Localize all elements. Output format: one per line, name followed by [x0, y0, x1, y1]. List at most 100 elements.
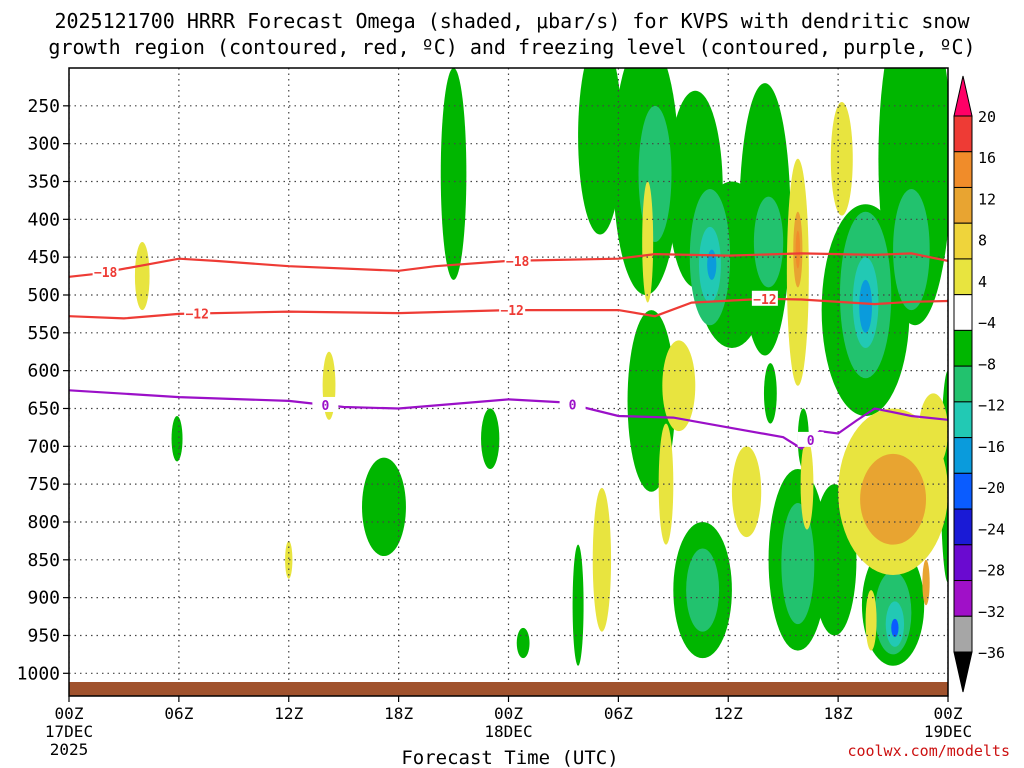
omega-area-18 — [572, 544, 584, 666]
y-tick-label-650: 650 — [27, 398, 60, 419]
y-tick-label-500: 500 — [27, 285, 60, 306]
omega-area-47 — [865, 590, 877, 651]
contour-label-0-0: −18 — [94, 266, 118, 281]
colorbar-label-6: −8 — [978, 355, 996, 373]
contour-label-1-2: −12 — [753, 293, 776, 308]
omega-area-52 — [795, 230, 801, 269]
colorbar-segment-12 — [953, 508, 973, 546]
plot-area — [69, 68, 948, 696]
source-credit: coolwx.com/modelts — [847, 742, 1010, 760]
y-tick-label-450: 450 — [27, 247, 60, 268]
y-tick-label-900: 900 — [27, 588, 60, 609]
y-tick-label-550: 550 — [27, 323, 60, 344]
colorbar-segment-13 — [953, 544, 973, 582]
omega-area-32 — [859, 279, 873, 333]
contour-labels: −18 −18 −12 −12 −12 0 0 0 — [92, 252, 824, 449]
omega-area-43 — [830, 102, 853, 216]
colorbar-segment-3 — [953, 186, 973, 224]
omega-area-49 — [860, 453, 927, 545]
y-tick-label-400: 400 — [27, 209, 60, 230]
contour-label-bg-2-2 — [797, 431, 824, 447]
colorbar-segment-9 — [953, 401, 973, 439]
y-tick-label-600: 600 — [27, 361, 60, 382]
x-tick-label-18: 18Z — [384, 704, 413, 723]
colorbar-segment-1 — [953, 115, 973, 153]
y-tick-label-350: 350 — [27, 171, 60, 192]
y-tick-label-750: 750 — [27, 474, 60, 495]
omega-shading — [134, 68, 948, 666]
colorbar-segment-6 — [953, 294, 973, 331]
contour-label-2-1: 0 — [569, 399, 577, 414]
x-axis-label: Forecast Time (UTC) — [401, 747, 618, 768]
contour-label-bg-0-1 — [504, 252, 531, 268]
colorbar-label-2: 12 — [978, 190, 996, 208]
colorbar-top-arrow — [953, 75, 973, 117]
omega-area-15 — [516, 627, 530, 659]
x-tick-label-42: 18Z — [824, 704, 853, 723]
omega-area-51 — [922, 559, 930, 606]
colorbar-label-9: −20 — [978, 479, 1005, 497]
y-tick-label-300: 300 — [27, 134, 60, 155]
contour-label-1-0: −12 — [185, 308, 208, 323]
chart-title-line2: growth region (contoured, red, ºC) and f… — [48, 35, 975, 59]
x-tick-label-0: 00Z — [55, 704, 84, 723]
y-axis: 250 300 350 400 450 500 550 600 650 700 750 800 850 9… — [17, 96, 69, 684]
colorbar-segment-8 — [953, 365, 973, 403]
omega-area-39 — [662, 340, 696, 432]
omega-area-1 — [578, 68, 623, 235]
y-tick-label-1000: 1000 — [17, 663, 60, 684]
omega-area-46 — [918, 393, 948, 470]
omega-area-41 — [731, 446, 762, 538]
colorbar-label-13: −36 — [978, 644, 1005, 662]
y-tick-label-250: 250 — [27, 96, 60, 117]
colorbar-label-10: −24 — [978, 520, 1005, 538]
colorbar-segment-11 — [953, 472, 973, 510]
colorbar-segment-14 — [953, 580, 973, 617]
omega-area-35 — [134, 242, 150, 311]
omega-area-26 — [781, 503, 815, 625]
colorbar-label-8: −16 — [978, 438, 1005, 456]
omega-area-0 — [440, 68, 467, 280]
colorbar-segment-4 — [953, 222, 973, 260]
x-tick-label-12: 12Z — [274, 704, 303, 723]
x-tick-label-6: 06Z — [164, 704, 193, 723]
x-tick-label-24: 00Z — [494, 704, 523, 723]
colorbar-label-3: 8 — [978, 232, 987, 250]
x-tick-date-48: 19DEC — [924, 722, 972, 741]
contour-label-bg-1-2 — [751, 290, 778, 306]
contour-label-1-1: −12 — [500, 304, 523, 319]
contour-label-0-1: −18 — [506, 255, 530, 270]
omega-area-38 — [592, 487, 612, 632]
x-tick-label-36: 12Z — [714, 704, 743, 723]
colorbar-segment-5 — [953, 258, 973, 296]
omega-area-13 — [362, 457, 406, 557]
x-tick-label-30: 06Z — [604, 704, 633, 723]
colorbar-label-5: −4 — [978, 314, 996, 332]
colorbar-label-11: −28 — [978, 562, 1005, 580]
omega-area-33 — [707, 249, 717, 280]
x-tick-date-0: 17DEC — [45, 722, 93, 741]
contour-label-bg-1-0 — [184, 305, 211, 321]
y-tick-label-950: 950 — [27, 625, 60, 646]
omega-area-25 — [893, 189, 930, 311]
omega-area-19 — [481, 408, 500, 470]
contour-label-bg-2-0 — [312, 396, 339, 412]
chart-title-line1: 2025121700 HRRR Forecast Omega (shaded, … — [54, 9, 970, 33]
omega-area-40 — [658, 423, 674, 545]
omega-area-14 — [171, 416, 183, 462]
x-tick-year-0: 2025 — [50, 740, 89, 759]
y-tick-label-700: 700 — [27, 436, 60, 457]
grid-lines — [69, 68, 948, 696]
contour-label-bg-2-1 — [559, 396, 586, 412]
colorbar-segment-7 — [953, 329, 973, 367]
omega-area-23 — [753, 196, 784, 288]
omega-area-34 — [891, 618, 899, 637]
contour-label-bg-0-0 — [92, 264, 119, 280]
omega-area-37 — [285, 540, 293, 579]
colorbar-segment-15 — [953, 615, 973, 653]
omega-area-48 — [642, 181, 654, 303]
contour-label-bg-1-1 — [499, 302, 526, 318]
ground-strip — [69, 682, 948, 696]
